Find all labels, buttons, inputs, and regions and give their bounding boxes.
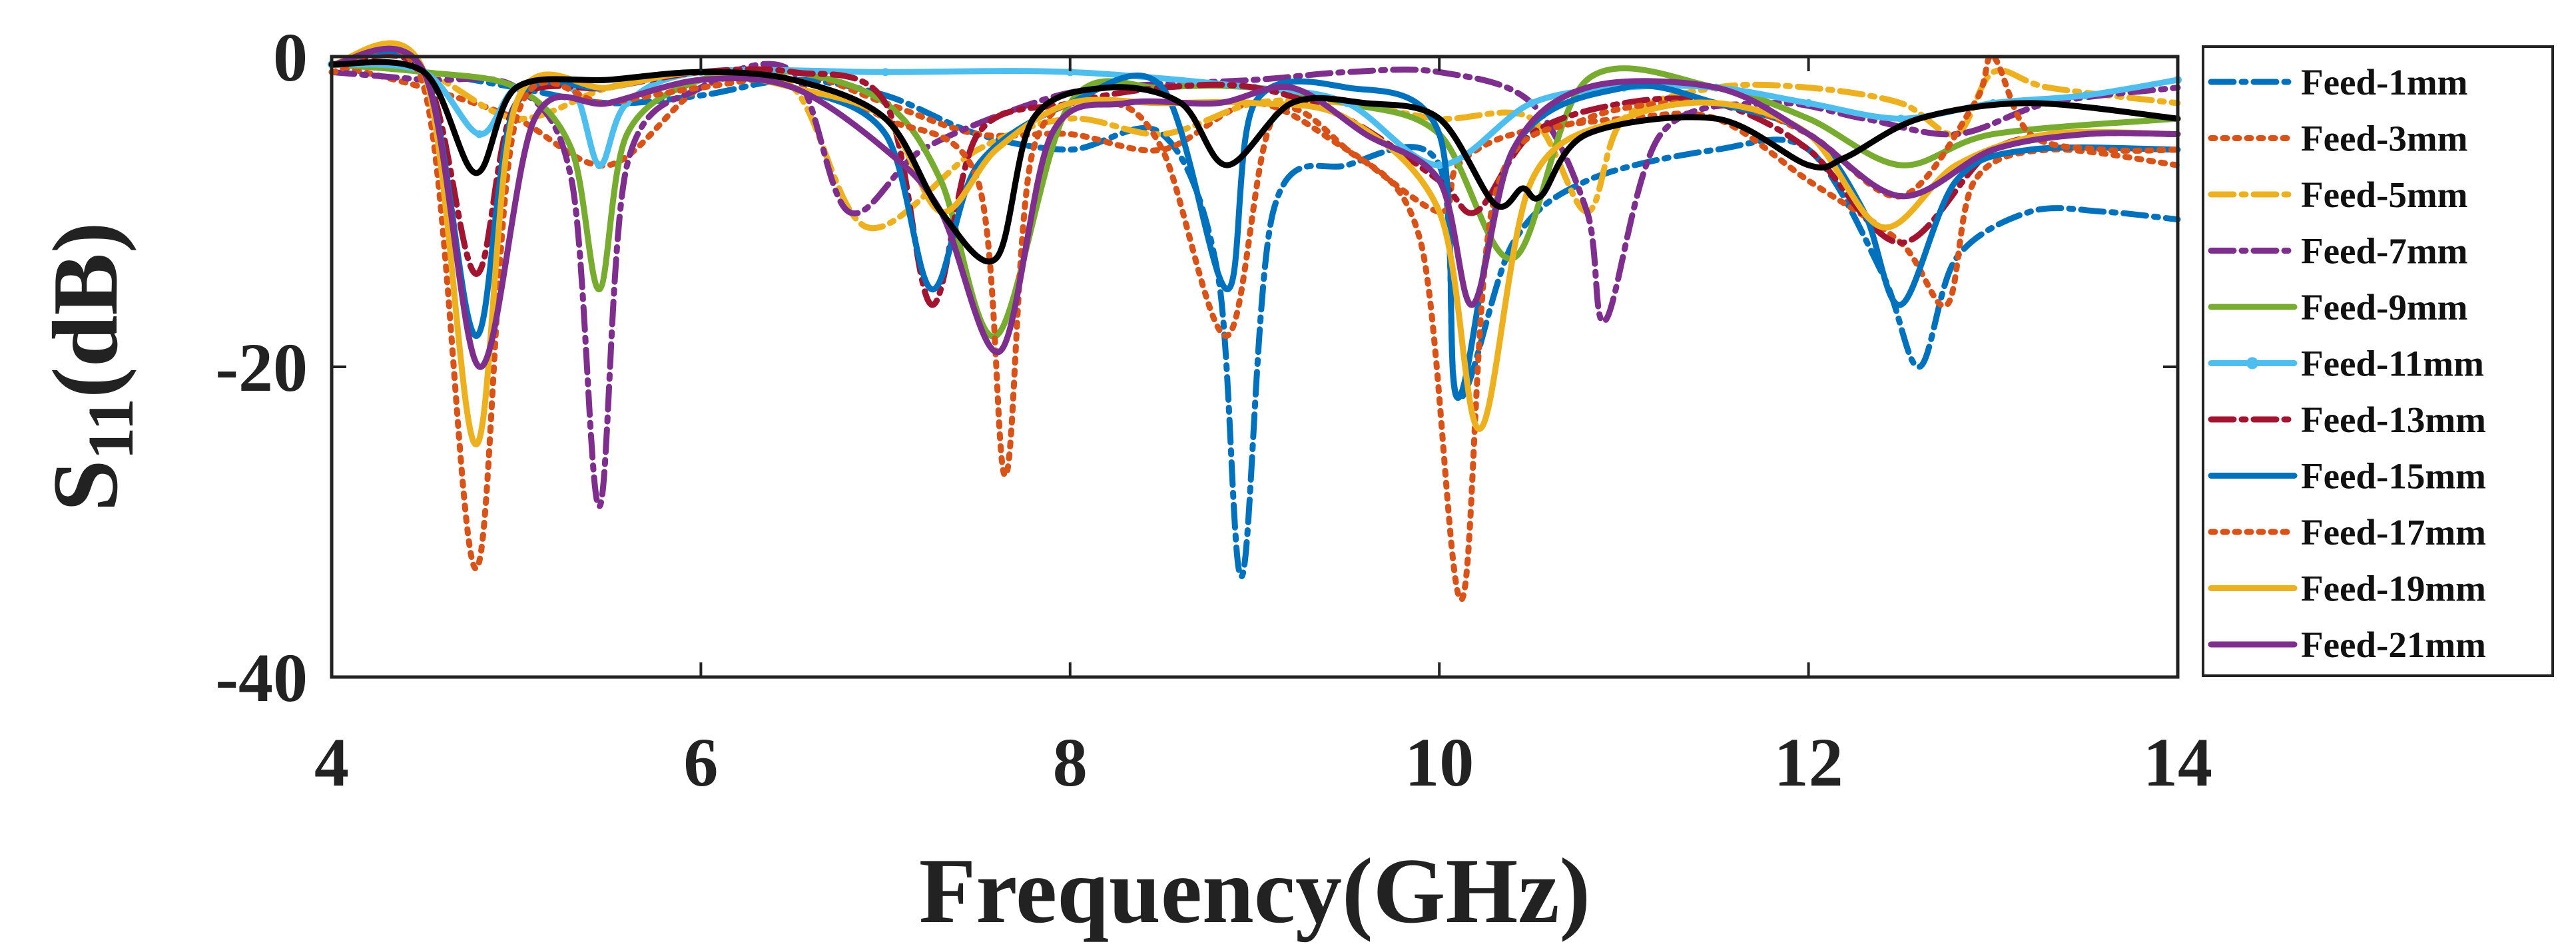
y-axis-title-main: S <box>34 460 137 512</box>
axis-ticks: 4 6 8 10 12 14 0 -20 -40 <box>215 19 2212 801</box>
legend-label-feed-15mm: Feed-15mm <box>2301 456 2486 497</box>
legend-label-feed-21mm: Feed-21mm <box>2301 624 2486 665</box>
legend-label-feed-11mm: Feed-11mm <box>2301 344 2484 384</box>
series-marker <box>475 130 483 138</box>
series-marker <box>881 68 890 77</box>
series-line-reference-11 <box>328 59 2181 265</box>
series-marker <box>2081 91 2090 100</box>
y-tick-label: -20 <box>215 330 308 406</box>
x-tick-label: 12 <box>1774 724 1843 801</box>
y-tick-label: -40 <box>215 640 308 716</box>
x-tick-label: 6 <box>683 724 718 801</box>
x-tick-label: 10 <box>1405 724 1474 801</box>
series-marker <box>1527 99 1536 107</box>
legend-label-feed-9mm: Feed-9mm <box>2301 287 2467 328</box>
legend-label-feed-17mm: Feed-17mm <box>2301 512 2486 553</box>
x-tick-label: 8 <box>1053 724 1088 801</box>
series-marker <box>595 161 603 170</box>
y-axis-title: S11(dB) <box>34 222 147 512</box>
series-line-feed-7mm <box>328 61 2181 510</box>
legend-label-feed-1mm: Feed-1mm <box>2301 62 2467 103</box>
legend-label-feed-7mm: Feed-7mm <box>2301 231 2467 272</box>
legend-label-feed-13mm: Feed-13mm <box>2301 399 2486 440</box>
legend-marker <box>2246 357 2258 369</box>
legend-label-feed-5mm: Feed-5mm <box>2301 174 2467 215</box>
series-marker <box>1066 68 1074 77</box>
y-tick-label: 0 <box>273 19 308 96</box>
x-tick-label: 4 <box>314 724 349 801</box>
legend-label-feed-3mm: Feed-3mm <box>2301 119 2467 159</box>
plot-lines <box>328 40 2182 603</box>
y-axis-title-sub: 11 <box>75 398 147 460</box>
x-tick-label: 14 <box>2143 724 2212 801</box>
series-marker <box>1897 115 1905 123</box>
series-line-feed-21mm <box>328 45 2181 370</box>
legend: Feed-1mm Feed-3mm Feed-5mm Feed-7mm Feed-9mm… <box>2202 45 2554 677</box>
legend-label-feed-19mm: Feed-19mm <box>2301 569 2486 609</box>
series-marker <box>1435 161 1444 170</box>
series-marker <box>1804 99 1813 107</box>
x-axis-title: Frequency(GHz) <box>919 839 1590 943</box>
y-axis-title-unit: (dB) <box>34 222 137 398</box>
